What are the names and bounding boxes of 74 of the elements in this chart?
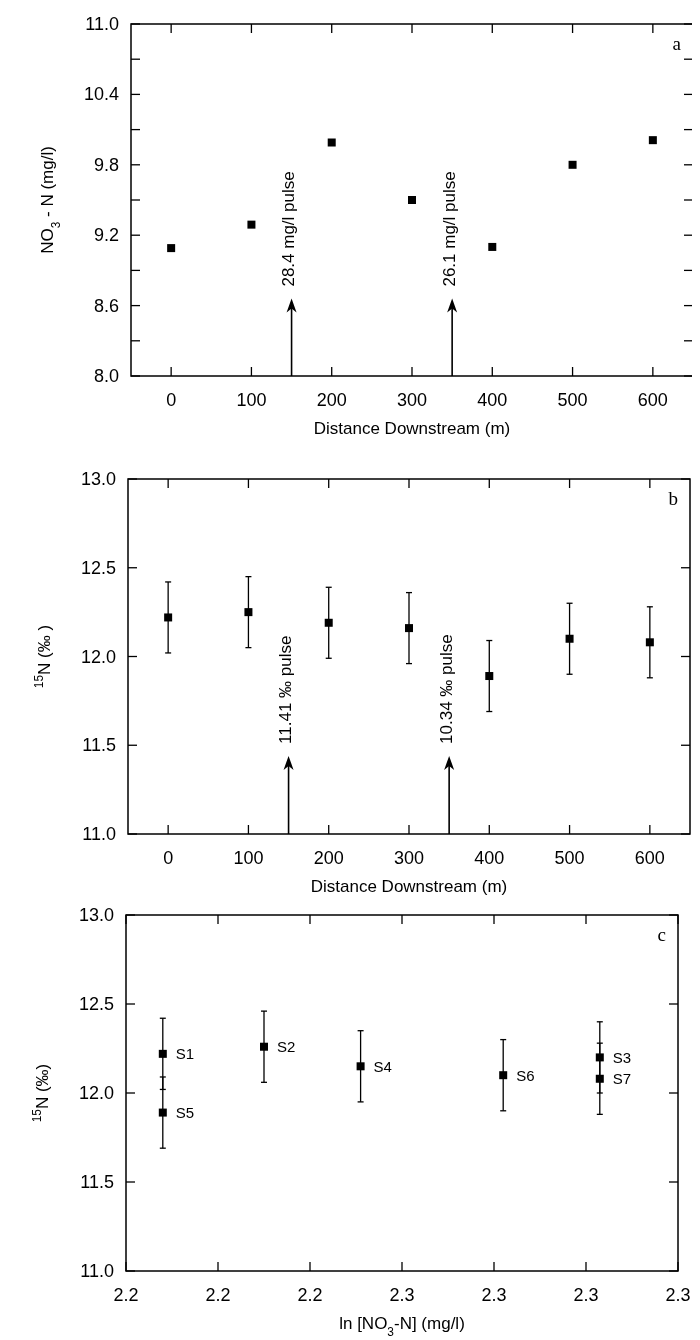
y-tick-label: 9.8	[93, 154, 119, 175]
point	[260, 1042, 268, 1051]
x-tick-label: 100	[233, 848, 264, 868]
point	[247, 220, 256, 229]
point	[167, 244, 176, 253]
x-tick-label: 2.3	[389, 1285, 415, 1305]
x-tick-label: 0	[163, 848, 174, 868]
point	[485, 672, 494, 681]
y-tick-label: 11.5	[80, 1172, 114, 1192]
point	[408, 196, 416, 204]
x-tick-label: 2.2	[113, 1285, 139, 1305]
x-tick-label: 2.2	[205, 1285, 231, 1305]
x-tick-label: 0	[166, 390, 177, 410]
x-axis-title: Distance Downstream (m)	[310, 877, 508, 896]
y-tick-label: 9.2	[93, 225, 119, 246]
series-label: S1	[175, 1045, 195, 1063]
x-tick-label: 300	[396, 390, 428, 410]
y-tick-label: 10.4	[83, 84, 119, 105]
y-tick-label: 12.5	[80, 557, 116, 578]
ref-line-label: 28.4 mg/l pulse	[279, 171, 299, 287]
x-tick-label: 300	[393, 848, 425, 868]
x-tick-label: 2.2	[297, 1285, 323, 1305]
ref-line-label: 26.1 mg/l pulse	[439, 171, 459, 287]
y-tick-label: 8.0	[93, 366, 119, 386]
point	[488, 242, 497, 251]
point	[405, 624, 413, 633]
y-tick-label: 13.0	[80, 469, 116, 489]
x-tick-label: 600	[637, 390, 668, 410]
y-tick-label: 11.0	[82, 824, 116, 844]
point	[565, 634, 574, 643]
point	[645, 638, 654, 647]
annotation: a	[672, 33, 682, 54]
x-tick-label: 500	[557, 390, 588, 410]
y-tick-label: 12.0	[80, 646, 116, 667]
x-tick-label: 600	[634, 848, 665, 868]
x-tick-label: 400	[474, 848, 505, 868]
point	[158, 1108, 167, 1117]
point	[324, 618, 333, 627]
x-axis-title: ln [NO$_{3}$-N] (mg/l)	[339, 1314, 465, 1339]
point	[356, 1062, 365, 1071]
x-tick-label: 500	[554, 848, 585, 868]
point	[164, 613, 173, 622]
y-tick-label: 12.5	[78, 994, 114, 1014]
point	[244, 608, 253, 617]
x-tick-label: 2.3	[573, 1285, 599, 1305]
x-tick-label: 100	[236, 390, 267, 410]
y-tick-label: 11.0	[85, 14, 119, 34]
series-label: S2	[277, 1038, 296, 1056]
point	[595, 1074, 604, 1083]
ref-line-label: 10.34 ‰ pulse	[436, 634, 456, 744]
y-tick-label: 13.0	[78, 905, 114, 925]
annotation: b	[668, 488, 678, 509]
point	[648, 136, 657, 145]
x-tick-label: 200	[316, 390, 347, 410]
x-tick-label: 200	[313, 848, 344, 868]
series-label: S7	[612, 1070, 632, 1088]
y-tick-label: 11.0	[80, 1261, 114, 1281]
y-tick-label: 11.5	[82, 735, 116, 756]
series-label: S3	[612, 1048, 632, 1066]
point	[158, 1049, 167, 1058]
series-label: S4	[373, 1057, 392, 1075]
point	[568, 160, 577, 169]
x-tick-label: 2.3	[665, 1285, 691, 1305]
x-axis-title: Distance Downstream (m)	[313, 419, 511, 438]
annotation: c	[657, 924, 666, 945]
series-label: S5	[175, 1104, 195, 1122]
y-tick-label: 8.6	[93, 295, 119, 316]
y-tick-label: 12.0	[78, 1083, 114, 1103]
ref-line-label: 11.41 ‰ pulse	[276, 635, 296, 744]
point	[499, 1071, 508, 1080]
x-tick-label: 2.3	[481, 1285, 507, 1305]
series-label: S6	[516, 1066, 535, 1084]
x-tick-label: 400	[477, 390, 508, 410]
point	[327, 138, 336, 147]
